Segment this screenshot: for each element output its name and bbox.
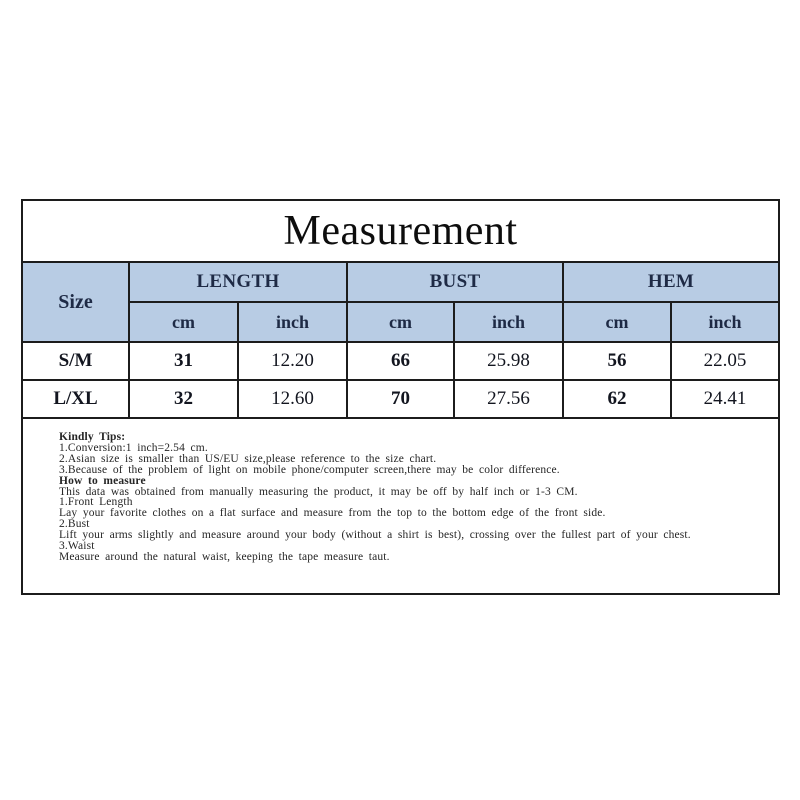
size-value: L/XL	[21, 379, 130, 419]
hem-cm-value: 62	[562, 379, 672, 419]
unit-header-length-cm: cm	[128, 301, 239, 343]
column-header-bust: BUST	[346, 261, 564, 303]
tips-line-bust-detail: Lift your arms slightly and measure arou…	[59, 529, 691, 542]
tips-line-waist: 3.Waist	[59, 540, 95, 553]
bust-inch-value: 25.98	[453, 341, 564, 381]
length-cm-value: 32	[128, 379, 239, 419]
measurement-table: Measurement Size LENGTH BUST HEM cm inch…	[20, 199, 781, 595]
bust-cm-value: 70	[346, 379, 455, 419]
unit-header-hem-inch: inch	[669, 301, 781, 343]
length-inch-value: 12.60	[237, 379, 348, 419]
table-header-groups: Size LENGTH BUST HEM	[21, 261, 781, 343]
tips-content: Kindly Tips: 1.Conversion:1 inch=2.54 cm…	[20, 417, 781, 595]
bust-inch-value: 27.56	[453, 379, 564, 419]
unit-header-bust-cm: cm	[346, 301, 455, 343]
tips-heading-kindly-tips: Kindly Tips:	[59, 431, 126, 443]
unit-header-bust-inch: inch	[453, 301, 564, 343]
column-header-length: LENGTH	[128, 261, 348, 303]
tips-section: Kindly Tips: 1.Conversion:1 inch=2.54 cm…	[20, 417, 781, 595]
tips-heading-how-to-measure: How to measure	[59, 474, 146, 487]
table-header-units: cm inch cm inch cm inch	[22, 301, 781, 343]
tips-line-color-difference: 3.Because of the problem of light on mob…	[59, 463, 560, 476]
unit-header-length-inch: inch	[237, 301, 348, 343]
hem-inch-value: 22.05	[669, 341, 781, 381]
tips-line-waist-detail: Measure around the natural waist, keepin…	[59, 550, 390, 563]
hem-inch-value: 24.41	[669, 379, 781, 419]
column-header-hem: HEM	[561, 261, 781, 303]
title-row: Measurement	[20, 199, 781, 263]
table-row-lxl: L/XL 32 12.60 70 27.56 62 24.41	[21, 379, 781, 419]
length-cm-value: 31	[128, 341, 239, 381]
tips-line-conversion: 1.Conversion:1 inch=2.54 cm.	[59, 441, 208, 454]
tips-line-asian-size: 2.Asian size is smaller than US/EU size,…	[59, 452, 437, 465]
length-inch-value: 12.20	[237, 341, 348, 381]
bust-cm-value: 66	[346, 341, 455, 381]
page-title: Measurement	[20, 199, 781, 263]
size-value: S/M	[21, 341, 130, 381]
tips-line-front-length-detail: Lay your favorite clothes on a flat surf…	[59, 507, 606, 520]
tips-line-front-length: 1.Front Length	[59, 496, 133, 509]
hem-cm-value: 56	[562, 341, 672, 381]
column-header-size: Size	[21, 261, 130, 343]
unit-header-hem-cm: cm	[562, 301, 672, 343]
table-row-sm: S/M 31 12.20 66 25.98 56 22.05	[21, 341, 781, 381]
tips-line-bust: 2.Bust	[59, 518, 90, 531]
tips-line-data-accuracy: This data was obtained from manually mea…	[59, 485, 578, 498]
